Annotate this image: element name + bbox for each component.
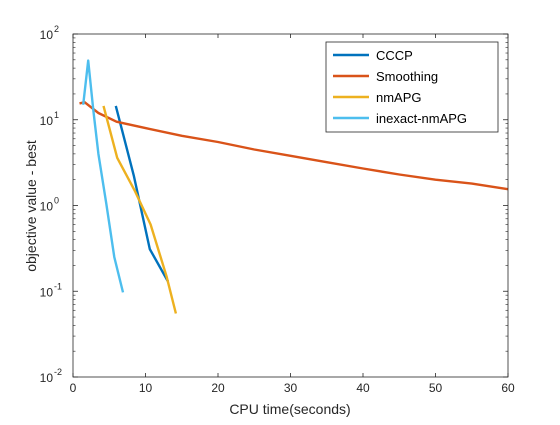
- y-tick-label: 10: [40, 371, 54, 385]
- y-tick-label-exponent: -2: [54, 367, 62, 377]
- x-tick-label: 20: [211, 381, 225, 395]
- y-tick-label: 10: [40, 114, 54, 128]
- y-tick-label-exponent: -1: [54, 281, 62, 291]
- y-tick-label-exponent: 0: [54, 196, 59, 206]
- x-tick-label: 30: [284, 381, 298, 395]
- x-axis-label: CPU time(seconds): [229, 401, 350, 417]
- legend: CCCP Smoothing nmAPG inexact-nmAPG: [325, 41, 499, 133]
- y-tick-label-exponent: 1: [54, 110, 59, 120]
- legend-label-2: Smoothing: [376, 69, 438, 84]
- x-tick-label: 60: [501, 381, 515, 395]
- series-line-4: [82, 59, 125, 293]
- series-layer: [79, 59, 509, 314]
- x-tick-label: 0: [70, 381, 77, 395]
- x-tick-label: 50: [429, 381, 443, 395]
- y-tick-label: 10: [40, 28, 54, 42]
- x-tick-label: 10: [139, 381, 153, 395]
- y-tick-label-exponent: 2: [54, 24, 59, 34]
- y-tick-label: 10: [40, 285, 54, 299]
- series-line-3: [102, 105, 178, 314]
- x-tick-label: 40: [356, 381, 370, 395]
- y-axis-label: objective value - best: [23, 140, 39, 272]
- legend-label-3: nmAPG: [376, 90, 422, 105]
- legend-label-1: CCCP: [376, 48, 413, 63]
- legend-label-4: inexact-nmAPG: [376, 111, 467, 126]
- series-line-1: [114, 105, 170, 283]
- series-line-2: [79, 100, 509, 191]
- y-tick-label: 10: [40, 200, 54, 214]
